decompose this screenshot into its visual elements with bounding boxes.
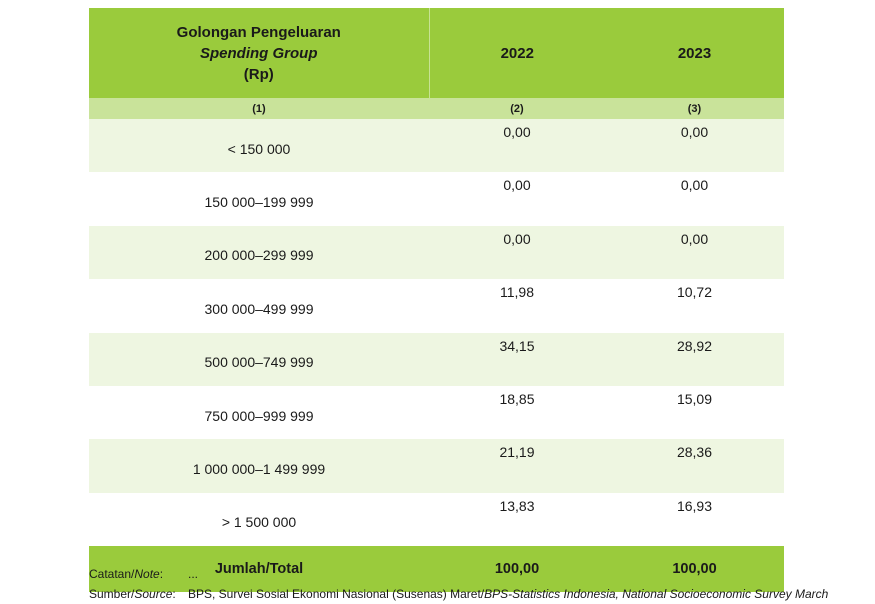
source-label: Sumber/Source: [89, 584, 188, 604]
table-row: 1 000 000–1 499 999 21,19 28,36 [89, 439, 784, 493]
spending-group-cell: 1 000 000–1 499 999 [89, 439, 429, 493]
value-2023-cell: 0,00 [605, 172, 784, 226]
value-2022-cell: 11,98 [429, 279, 605, 333]
value-2022-cell: 21,19 [429, 439, 605, 493]
source-line: Sumber/Source: BPS, Survei Sosial Ekonom… [89, 584, 828, 604]
value-2022-cell: 0,00 [429, 172, 605, 226]
source-label-colon: : [172, 587, 176, 601]
value-2023-cell: 15,09 [605, 385, 784, 440]
column-number-3: (3) [605, 98, 784, 119]
source-value: BPS, Survei Sosial Ekonomi Nasional (Sus… [188, 584, 828, 604]
table-notes: Catatan/Note: ... Sumber/Source: BPS, Su… [89, 564, 828, 604]
spending-group-cell: > 1 500 000 [89, 492, 429, 547]
table-row: 750 000–999 999 18,85 15,09 [89, 385, 784, 440]
table-row: < 150 000 0,00 0,00 [89, 119, 784, 173]
header-spending-group-id: Golongan Pengeluaran [176, 23, 341, 41]
value-2023-cell: 10,72 [605, 279, 784, 333]
table-row: > 1 500 000 13,83 16,93 [89, 492, 784, 547]
note-label-colon: : [159, 567, 164, 581]
source-label-en: Source [134, 587, 173, 601]
spending-group-cell: 300 000–499 999 [89, 279, 429, 333]
source-value-en: BPS-Statistics Indonesia, National Socio… [484, 587, 829, 601]
spending-group-table-container: Golongan Pengeluaran Spending Group (Rp)… [89, 8, 784, 593]
spending-group-table: Golongan Pengeluaran Spending Group (Rp)… [89, 8, 784, 593]
header-row: Golongan Pengeluaran Spending Group (Rp)… [89, 8, 784, 98]
column-number-row: (1) (2) (3) [89, 98, 784, 119]
table-row: 150 000–199 999 0,00 0,00 [89, 172, 784, 226]
value-2022-cell: 18,85 [429, 385, 605, 440]
total-row: Jumlah/Total 100,00 100,00 [89, 546, 784, 593]
table-row: 500 000–749 999 34,15 28,92 [89, 332, 784, 386]
note-label-en: Note [134, 567, 160, 581]
header-spending-group-en: Spending Group [200, 44, 318, 62]
value-2023-cell: 16,93 [605, 492, 784, 547]
value-2023-cell: 28,36 [605, 439, 784, 493]
value-2023-cell: 0,00 [605, 225, 784, 280]
source-value-id: BPS, Survei Sosial Ekonomi Nasional (Sus… [188, 587, 485, 601]
header-spending-group: Golongan Pengeluaran Spending Group (Rp) [89, 8, 430, 98]
note-line: Catatan/Note: ... [89, 564, 828, 584]
value-2023-cell: 28,92 [605, 332, 784, 386]
spending-group-cell: 500 000–749 999 [89, 332, 429, 386]
column-number-2: (2) [429, 98, 605, 119]
note-label-id: Catatan/ [89, 567, 135, 581]
header-spending-group-unit: (Rp) [243, 65, 274, 83]
total-label: Jumlah/Total [89, 546, 429, 593]
value-2023-cell: 0,00 [605, 119, 784, 173]
column-number-1: (1) [89, 98, 429, 119]
total-2022: 100,00 [429, 546, 605, 593]
spending-group-cell: 200 000–299 999 [89, 225, 429, 280]
note-label: Catatan/Note: [89, 564, 188, 584]
note-value: ... [188, 567, 199, 581]
table-row: 300 000–499 999 11,98 10,72 [89, 279, 784, 333]
value-2022-cell: 34,15 [429, 332, 605, 386]
table-row: 200 000–299 999 0,00 0,00 [89, 225, 784, 280]
value-2022-cell: 0,00 [429, 225, 605, 280]
value-2022-cell: 0,00 [429, 119, 605, 173]
total-2023: 100,00 [605, 546, 784, 593]
source-label-id: Sumber/ [89, 587, 135, 601]
header-year-2023: 2023 [605, 8, 784, 98]
spending-group-cell: 750 000–999 999 [89, 385, 429, 440]
spending-group-cell: < 150 000 [89, 119, 429, 173]
table-footer: Jumlah/Total 100,00 100,00 [89, 546, 784, 593]
spending-group-cell: 150 000–199 999 [89, 172, 429, 226]
table-header: Golongan Pengeluaran Spending Group (Rp)… [89, 8, 784, 119]
header-year-2022: 2022 [429, 8, 605, 98]
table-body: < 150 000 0,00 0,00 150 000–199 999 0,00… [89, 119, 784, 547]
value-2022-cell: 13,83 [429, 492, 605, 547]
